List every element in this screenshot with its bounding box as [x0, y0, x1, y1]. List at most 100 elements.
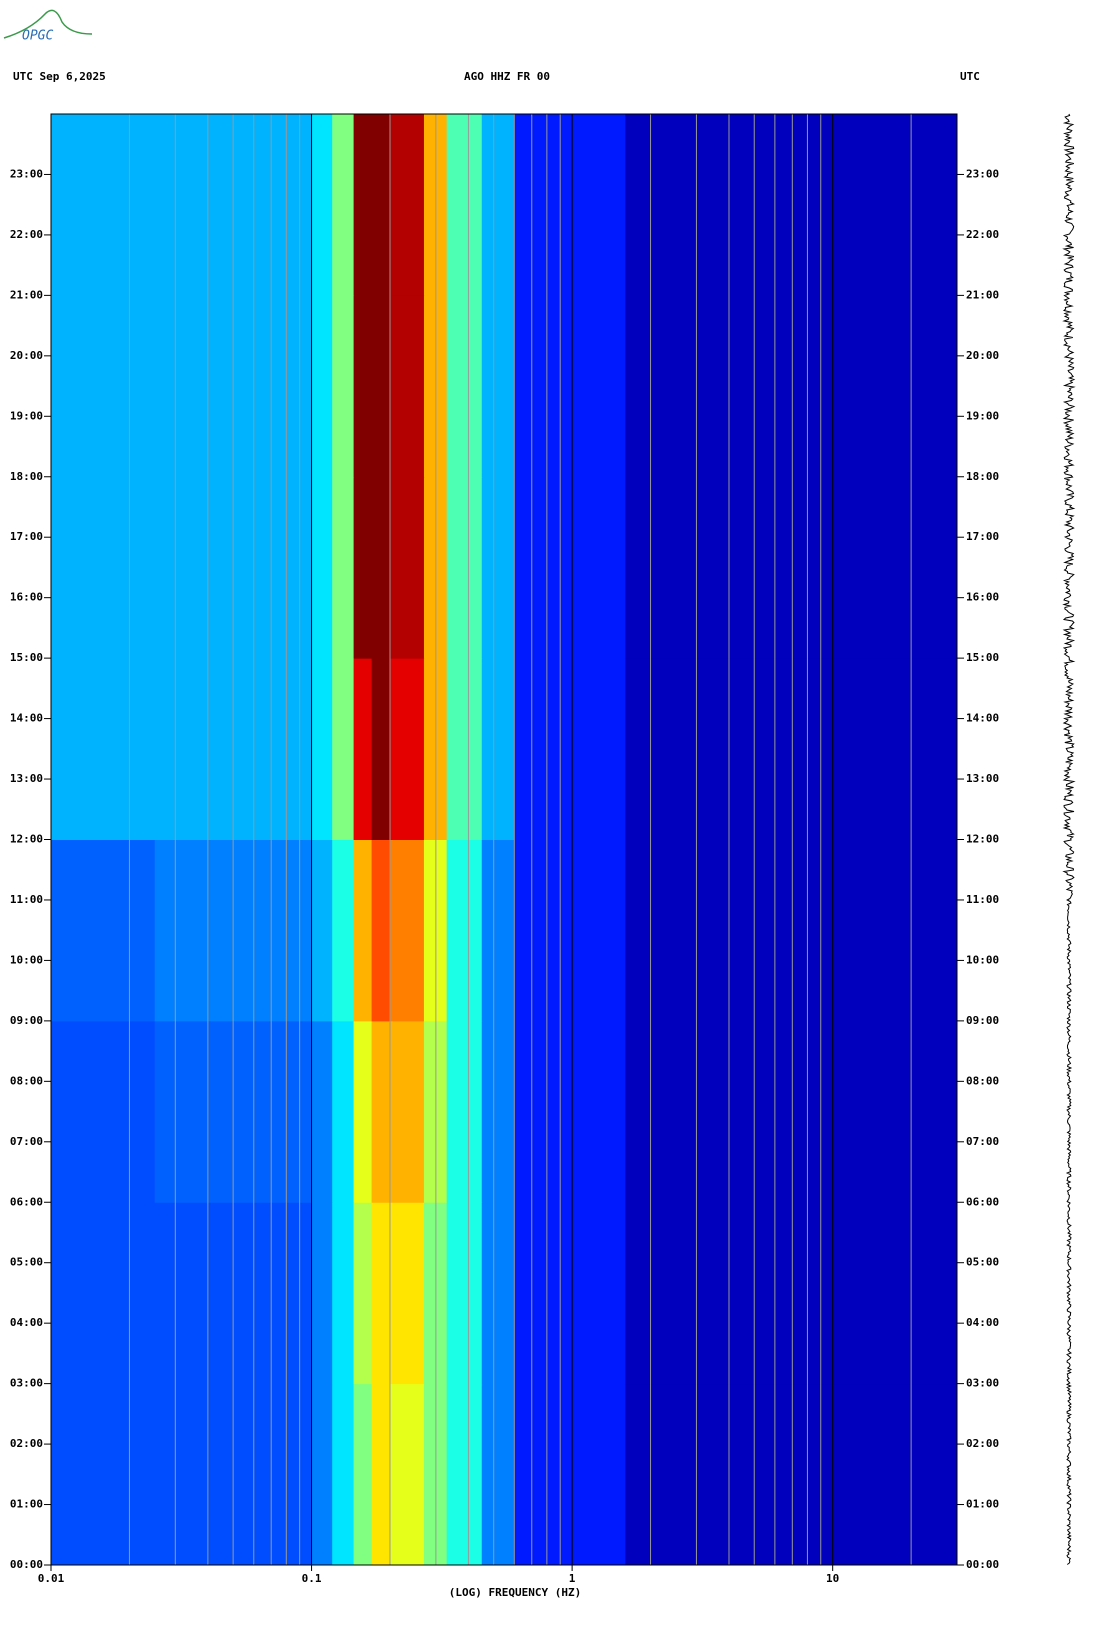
heat-cell	[311, 1020, 333, 1203]
heat-cell	[51, 658, 156, 840]
y-tick-label: 08:00	[10, 1074, 43, 1087]
heat-cell	[311, 114, 333, 296]
heat-cell	[481, 295, 515, 478]
heat-cell	[625, 1020, 958, 1203]
heat-cell	[371, 295, 391, 478]
y-tick-label-right: 16:00	[966, 591, 999, 604]
heat-cell	[389, 1202, 425, 1385]
heat-cell	[514, 658, 626, 840]
heat-cell	[446, 114, 483, 296]
heat-cell	[481, 114, 515, 296]
heat-cell	[481, 658, 515, 840]
x-axis-label: (LOG) FREQUENCY (HZ)	[449, 1586, 581, 1599]
heat-cell	[371, 114, 391, 296]
y-tick-label-right: 00:00	[966, 1558, 999, 1571]
x-tick-label: 1	[569, 1572, 576, 1585]
heat-cell	[514, 839, 626, 1022]
y-tick-label-right: 18:00	[966, 470, 999, 483]
heat-cell	[389, 839, 425, 1022]
y-tick-label-right: 03:00	[966, 1377, 999, 1390]
title-right: UTC	[960, 70, 980, 83]
y-tick-label-right: 19:00	[966, 409, 999, 422]
heat-cell	[389, 1383, 425, 1566]
heat-cell	[625, 839, 958, 1022]
y-tick-label-right: 05:00	[966, 1256, 999, 1269]
heat-cell	[353, 476, 373, 659]
y-tick-label-right: 01:00	[966, 1498, 999, 1511]
heat-cell	[353, 1383, 373, 1566]
heat-cell	[311, 1383, 333, 1566]
y-tick-label-right: 15:00	[966, 651, 999, 664]
heat-cell	[353, 658, 373, 840]
heat-cell	[311, 295, 333, 478]
heat-cell	[311, 839, 333, 1022]
y-tick-label-right: 23:00	[966, 167, 999, 180]
heat-cell	[625, 114, 958, 296]
heat-cell	[371, 1383, 391, 1566]
logo-curve	[3, 9, 93, 39]
heat-cell	[311, 476, 333, 659]
title-left: UTC Sep 6,2025	[13, 70, 106, 83]
heat-cell	[51, 476, 156, 659]
heat-cell	[446, 1202, 483, 1385]
heat-cell	[353, 1020, 373, 1203]
heat-cell	[332, 658, 355, 840]
y-tick-label-right: 20:00	[966, 349, 999, 362]
heat-cell	[446, 295, 483, 478]
y-tick-label: 03:00	[10, 1377, 43, 1390]
y-tick-label-right: 13:00	[966, 772, 999, 785]
y-tick-label: 06:00	[10, 1195, 43, 1208]
y-tick-label-right: 11:00	[966, 893, 999, 906]
y-tick-label: 01:00	[10, 1498, 43, 1511]
y-tick-label: 00:00	[10, 1558, 43, 1571]
y-tick-label-right: 04:00	[966, 1316, 999, 1329]
heat-cell	[514, 295, 626, 478]
heat-cell	[332, 1202, 355, 1385]
heat-cell	[514, 1020, 626, 1203]
y-tick-label: 20:00	[10, 349, 43, 362]
x-tick-label: 0.1	[302, 1572, 322, 1585]
heat-cell	[353, 295, 373, 478]
heat-cell	[311, 658, 333, 840]
y-tick-label-right: 06:00	[966, 1195, 999, 1208]
y-tick-label: 14:00	[10, 712, 43, 725]
y-tick-label: 15:00	[10, 651, 43, 664]
heat-cell	[514, 1383, 626, 1566]
y-tick-label-right: 17:00	[966, 530, 999, 543]
heat-cell	[371, 839, 391, 1022]
heat-cell	[481, 1202, 515, 1385]
heat-cell	[353, 1202, 373, 1385]
heat-cell	[51, 114, 156, 296]
heat-cell	[389, 114, 425, 296]
heat-cell	[371, 658, 391, 840]
heat-cell	[371, 476, 391, 659]
heat-cell	[353, 114, 373, 296]
y-tick-label: 16:00	[10, 591, 43, 604]
y-tick-label: 23:00	[10, 167, 43, 180]
y-tick-label-right: 09:00	[966, 1014, 999, 1027]
heat-cell	[514, 476, 626, 659]
logo: OPGC	[22, 29, 53, 44]
y-tick-label: 12:00	[10, 833, 43, 846]
heat-cell	[389, 658, 425, 840]
y-tick-label-right: 07:00	[966, 1135, 999, 1148]
heat-cell	[446, 476, 483, 659]
axes: 0.01 0.1 1 10 00:00 00:00 01:00 01:00 02:00 02:00…	[10, 113, 999, 1585]
heat-cell	[514, 114, 626, 296]
heat-cell	[51, 839, 156, 1022]
x-tick-label: 0.01	[38, 1572, 65, 1585]
y-tick-label-right: 14:00	[966, 712, 999, 725]
heat-cell	[353, 839, 373, 1022]
heatmap	[51, 114, 958, 1566]
heat-cell	[332, 295, 355, 478]
plot-frame	[50, 113, 958, 1566]
y-tick-label-right: 21:00	[966, 288, 999, 301]
y-tick-label: 11:00	[10, 893, 43, 906]
heat-cell	[332, 839, 355, 1022]
heat-cell	[311, 1202, 333, 1385]
heat-cell	[51, 1202, 156, 1385]
heat-cell	[332, 1020, 355, 1203]
heat-cell	[332, 476, 355, 659]
